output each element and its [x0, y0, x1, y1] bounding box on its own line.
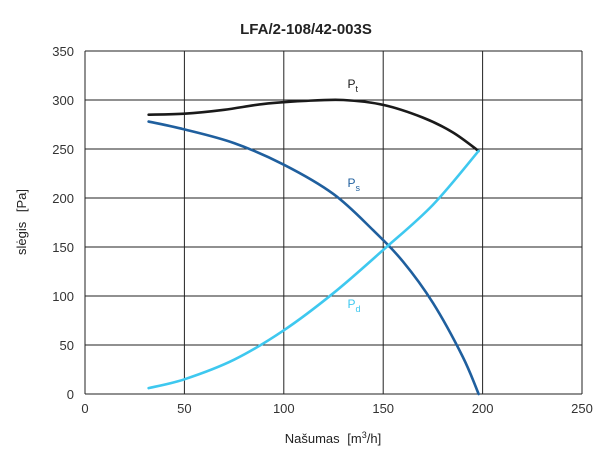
- y-tick-label: 100: [52, 289, 74, 304]
- x-tick-labels: 0 50 100 150 200 250: [81, 401, 592, 416]
- x-tick-label: 0: [81, 401, 88, 416]
- series-label-sub: t: [355, 84, 358, 94]
- x-axis-unit-sup: 3: [362, 430, 367, 440]
- grid: [84, 50, 583, 395]
- series-label-pd: Pd: [347, 297, 360, 314]
- x-tick-label: 200: [472, 401, 494, 416]
- x-axis-unit-suffix: /h]: [367, 431, 381, 446]
- series-line-pd: [147, 149, 480, 390]
- series-label-main: P: [347, 77, 355, 91]
- series-label-main: P: [347, 297, 355, 311]
- series-label-sub: s: [355, 183, 360, 193]
- y-tick-labels: 0 50 100 150 200 250 300 350: [52, 44, 74, 402]
- x-tick-label: 150: [372, 401, 394, 416]
- series-label-pt: Pt: [347, 77, 358, 94]
- series-label-ps: Ps: [347, 176, 360, 193]
- y-axis-label: slėgis [Pa]: [14, 189, 29, 255]
- x-tick-label: 250: [571, 401, 593, 416]
- y-tick-label: 350: [52, 44, 74, 59]
- y-tick-label: 200: [52, 191, 74, 206]
- y-tick-label: 300: [52, 93, 74, 108]
- series-lines: [147, 98, 480, 396]
- y-tick-label: 250: [52, 142, 74, 157]
- y-axis-unit: [Pa]: [14, 189, 29, 212]
- series-line-ps: [147, 120, 480, 396]
- series-label-main: P: [347, 176, 355, 190]
- x-axis-unit-prefix: [m: [347, 431, 361, 446]
- y-tick-label: 0: [67, 387, 74, 402]
- x-tick-label: 100: [273, 401, 295, 416]
- series-label-sub: d: [355, 304, 360, 314]
- y-tick-label: 50: [60, 338, 74, 353]
- x-tick-label: 50: [177, 401, 191, 416]
- x-axis-label: Našumas [m3/h]: [285, 430, 381, 446]
- y-tick-label: 150: [52, 240, 74, 255]
- chart-title: LFA/2-108/42-003S: [240, 21, 372, 38]
- y-axis-name: slėgis: [14, 221, 29, 255]
- x-axis-name: Našumas: [285, 431, 340, 446]
- series-line-pt: [147, 98, 480, 153]
